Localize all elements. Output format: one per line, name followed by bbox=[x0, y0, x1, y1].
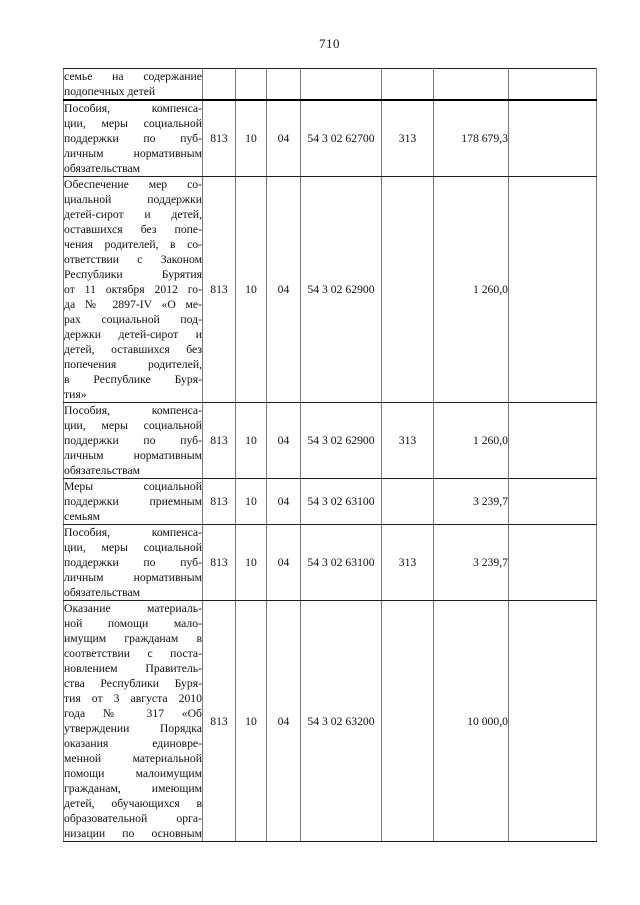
table-row: Пособия, компенса-ции, меры социальной по… bbox=[63, 524, 597, 601]
cell-note bbox=[508, 478, 597, 525]
cell-target-code bbox=[300, 68, 382, 101]
cell-target-code: 54 3 02 63100 bbox=[300, 524, 382, 601]
table-row: Оказание материаль-ной помощи мало-имущи… bbox=[63, 600, 597, 842]
cell-razdel: 10 bbox=[235, 99, 267, 177]
cell-amount bbox=[433, 68, 509, 101]
cell-amount: 10 000,0 bbox=[433, 600, 509, 842]
cell-note bbox=[508, 68, 597, 101]
cell-razdel bbox=[235, 68, 267, 101]
cell-target-code: 54 3 02 62900 bbox=[300, 402, 382, 479]
cell-grbs: 813 bbox=[202, 478, 236, 525]
cell-amount: 178 679,3 bbox=[433, 99, 509, 177]
cell-podrazdel: 04 bbox=[266, 600, 301, 842]
cell-podrazdel: 04 bbox=[266, 99, 301, 177]
cell-grbs: 813 bbox=[202, 402, 236, 479]
cell-grbs: 813 bbox=[202, 99, 236, 177]
cell-note bbox=[508, 524, 597, 601]
table-row: Пособия, компенса-ции, меры социальной по… bbox=[63, 402, 597, 479]
cell-target-code: 54 3 02 63200 bbox=[300, 600, 382, 842]
cell-note bbox=[508, 600, 597, 842]
cell-name: Оказание материаль-ной помощи мало-имущи… bbox=[63, 600, 203, 842]
cell-amount: 1 260,0 bbox=[433, 402, 509, 479]
cell-podrazdel: 04 bbox=[266, 176, 301, 403]
table-row: семье на содержание подопечных детей bbox=[63, 68, 597, 101]
table-row: Обеспечение мер со-циальной поддержки дет… bbox=[63, 176, 597, 403]
table-row: Меры социальной поддержки приемным семьям … bbox=[63, 478, 597, 525]
cell-expense-type bbox=[381, 176, 434, 403]
cell-grbs bbox=[202, 68, 236, 101]
cell-expense-type: 313 bbox=[381, 402, 434, 479]
cell-podrazdel bbox=[266, 68, 301, 101]
cell-podrazdel: 04 bbox=[266, 478, 301, 525]
cell-podrazdel: 04 bbox=[266, 524, 301, 601]
cell-name: Пособия, компенса-ции, меры социальной по… bbox=[63, 402, 203, 479]
cell-expense-type: 313 bbox=[381, 99, 434, 177]
cell-razdel: 10 bbox=[235, 402, 267, 479]
cell-grbs: 813 bbox=[202, 524, 236, 601]
cell-amount: 3 239,7 bbox=[433, 478, 509, 525]
cell-razdel: 10 bbox=[235, 176, 267, 403]
cell-podrazdel: 04 bbox=[266, 402, 301, 479]
cell-note bbox=[508, 402, 597, 479]
cell-expense-type: 313 bbox=[381, 524, 434, 601]
cell-target-code: 54 3 02 62900 bbox=[300, 176, 382, 403]
cell-target-code: 54 3 02 62700 bbox=[300, 99, 382, 177]
cell-name: Меры социальной поддержки приемным семьям bbox=[63, 478, 203, 525]
cell-note bbox=[508, 99, 597, 177]
cell-name: Пособия, компенса-ции, меры социальной по… bbox=[63, 524, 203, 601]
page-number: 710 bbox=[319, 36, 340, 51]
table-row: Пособия, компенса-ции, меры социальной по… bbox=[63, 99, 597, 177]
cell-target-code: 54 3 02 63100 bbox=[300, 478, 382, 525]
cell-expense-type bbox=[381, 478, 434, 525]
cell-grbs: 813 bbox=[202, 176, 236, 403]
cell-name: Обеспечение мер со-циальной поддержки дет… bbox=[63, 176, 203, 403]
cell-name: Пособия, компенса-ции, меры социальной по… bbox=[63, 99, 203, 177]
cell-razdel: 10 bbox=[235, 524, 267, 601]
cell-amount: 1 260,0 bbox=[433, 176, 509, 403]
cell-grbs: 813 bbox=[202, 600, 236, 842]
cell-name: семье на содержание подопечных детей bbox=[63, 68, 203, 101]
cell-note bbox=[508, 176, 597, 403]
cell-razdel: 10 bbox=[235, 600, 267, 842]
budget-table: семье на содержание подопечных детей Посо… bbox=[63, 68, 597, 842]
cell-razdel: 10 bbox=[235, 478, 267, 525]
cell-amount: 3 239,7 bbox=[433, 524, 509, 601]
cell-expense-type bbox=[381, 68, 434, 101]
cell-expense-type bbox=[381, 600, 434, 842]
